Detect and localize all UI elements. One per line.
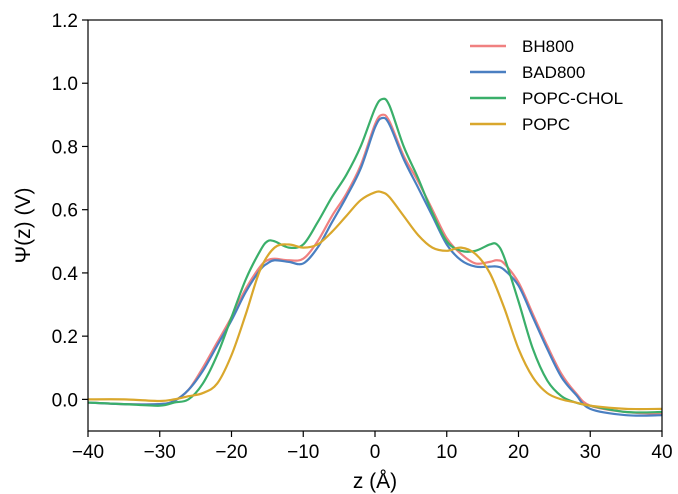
legend-label: BAD800 (522, 63, 585, 82)
series-line-popc-chol (88, 97, 662, 414)
series-line-bad800 (88, 116, 662, 417)
x-tick-label: 20 (508, 442, 529, 463)
x-axis-label: z (Å) (353, 470, 397, 493)
x-tick-label: 40 (651, 442, 672, 463)
x-tick-label: 10 (436, 442, 457, 463)
y-tick-label: 0.2 (52, 327, 78, 348)
series-line-bh800 (88, 113, 662, 415)
x-tick-label: 30 (580, 442, 601, 463)
x-tick-label: 0 (370, 442, 381, 463)
legend-label: BH800 (522, 37, 574, 56)
legend-label: POPC (522, 115, 570, 134)
x-tick-label: −40 (72, 442, 104, 463)
y-tick-label: 1.0 (52, 74, 78, 95)
x-axis-ticks: −40 −30 −20 −10 0 10 20 30 40 (72, 431, 673, 463)
x-tick-label: −20 (215, 442, 247, 463)
series-layer (88, 97, 662, 417)
series-line-popc (88, 190, 662, 411)
x-tick-label: −30 (144, 442, 176, 463)
legend: BH800 BAD800 POPC-CHOL POPC (470, 37, 623, 134)
y-tick-label: 0.8 (52, 137, 78, 158)
y-tick-label: 1.2 (52, 11, 78, 32)
y-tick-label: 0.6 (52, 201, 78, 222)
y-tick-label: 0.4 (52, 264, 79, 285)
legend-label: POPC-CHOL (522, 89, 623, 108)
y-axis-label: Ψ(z) (V) (12, 188, 35, 264)
x-tick-label: −10 (287, 442, 319, 463)
y-tick-label: 0.0 (52, 390, 78, 411)
y-axis-ticks: 0.0 0.2 0.4 0.6 0.8 1.0 1.2 (52, 11, 88, 411)
